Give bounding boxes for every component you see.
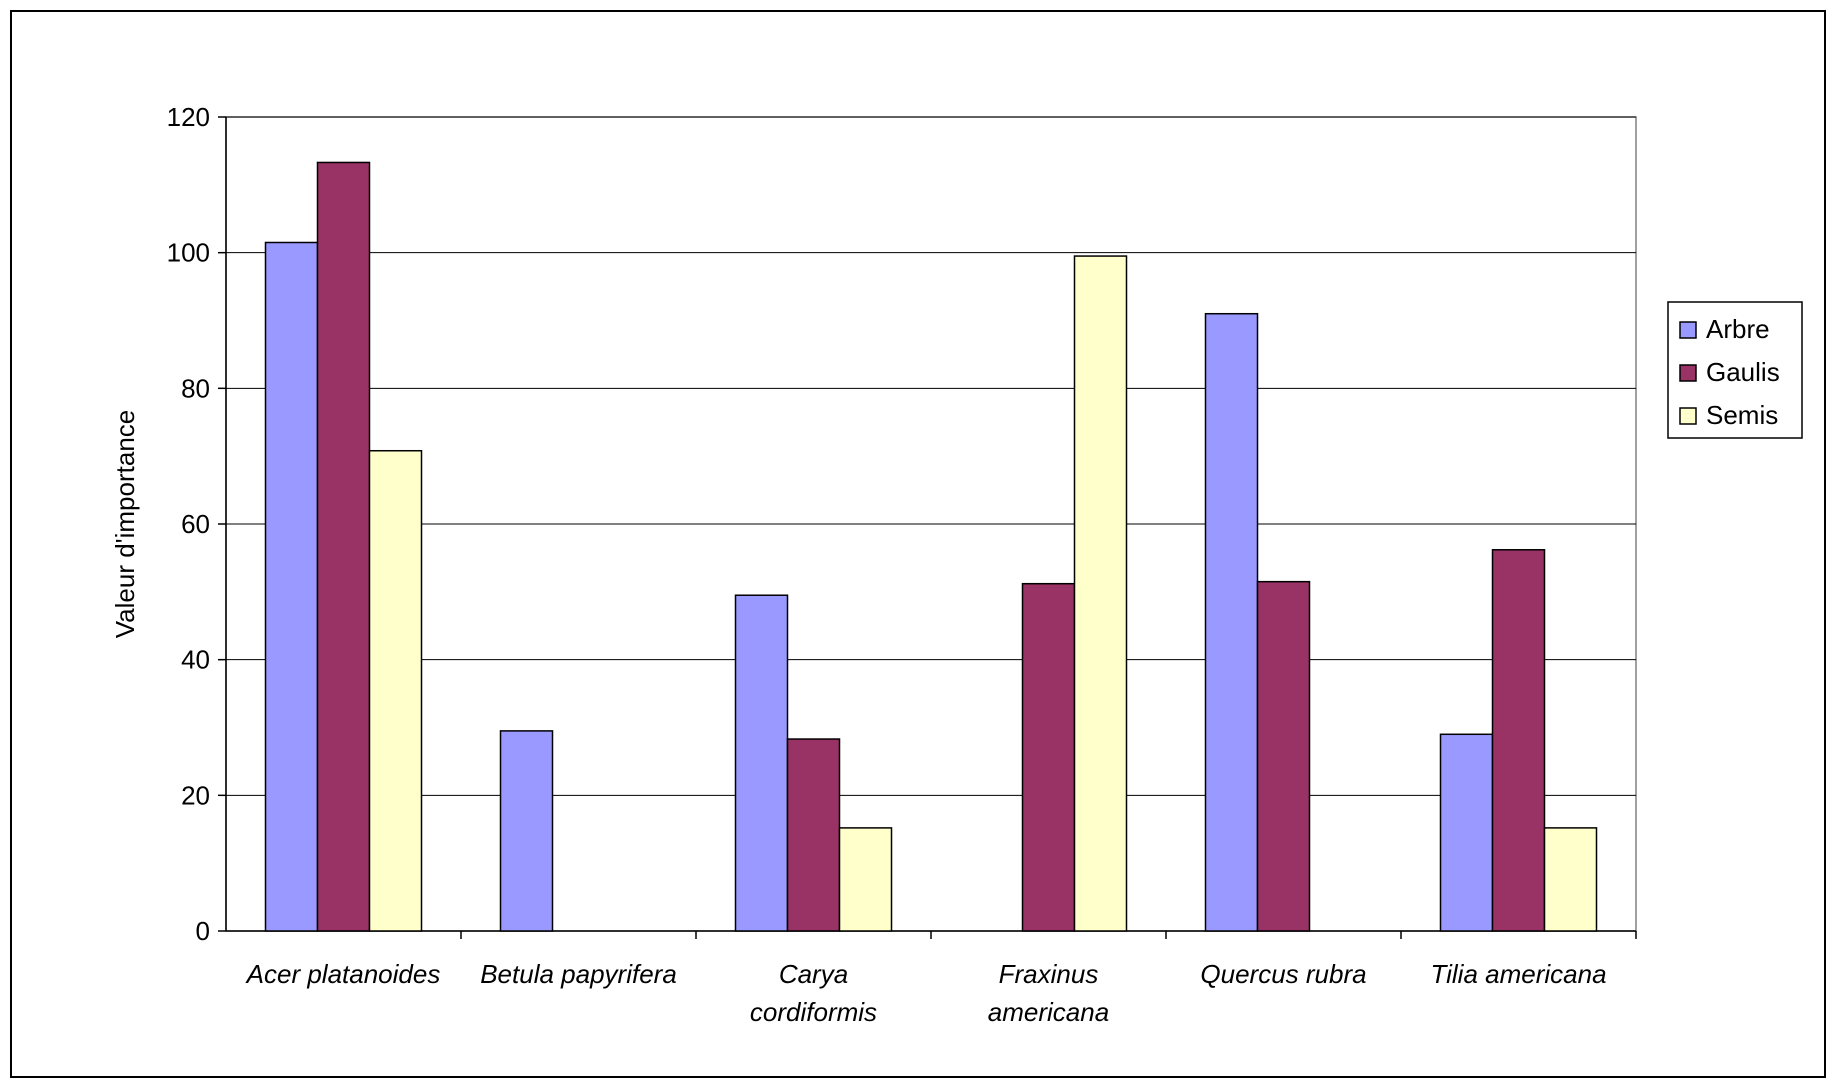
legend-swatch-gaulis <box>1679 364 1697 382</box>
bar-semis-0 <box>368 449 423 932</box>
bar-gaulis-5 <box>1491 549 1546 932</box>
legend-label-arbre: Arbre <box>1706 314 1770 344</box>
y-tick-label: 20 <box>181 780 210 810</box>
x-category-label: Betula papyrifera <box>480 959 677 989</box>
x-category-label: Carya <box>779 959 848 989</box>
x-category-label: Fraxinus <box>999 959 1099 989</box>
y-tick-label: 100 <box>167 238 210 268</box>
y-tick-label: 80 <box>181 373 210 403</box>
legend-label-semis: Semis <box>1706 400 1778 430</box>
legend-swatch-semis <box>1679 407 1697 425</box>
legend-swatch-arbre <box>1679 321 1697 339</box>
bar-semis-3 <box>1073 255 1128 932</box>
legend-label-gaulis: Gaulis <box>1706 357 1780 387</box>
x-category-label: Quercus rubra <box>1200 959 1366 989</box>
bar-arbre-2 <box>734 594 789 932</box>
y-axis-title: Valeur d'importance <box>110 410 140 639</box>
bar-semis-2 <box>838 827 893 932</box>
bar-semis-5 <box>1543 827 1598 932</box>
bar-arbre-4 <box>1204 312 1259 932</box>
x-category-label: Tilia americana <box>1430 959 1606 989</box>
bar-arbre-1 <box>499 730 554 932</box>
y-tick-label: 0 <box>196 916 210 946</box>
x-category-label: Acer platanoides <box>245 959 441 989</box>
bar-gaulis-0 <box>316 161 371 932</box>
bar-gaulis-3 <box>1021 582 1076 932</box>
x-category-label: cordiformis <box>750 997 877 1027</box>
chart-frame: 0 20 40 60 80 100 120 Acer platanoides Betula pa… <box>10 10 1826 1078</box>
bar-gaulis-4 <box>1256 580 1311 932</box>
x-category-label: americana <box>988 997 1109 1027</box>
y-tick-label: 120 <box>167 102 210 132</box>
y-tick-label: 60 <box>181 509 210 539</box>
bar-arbre-0 <box>264 241 319 932</box>
y-tick-label: 40 <box>181 645 210 675</box>
bar-gaulis-2 <box>786 738 841 932</box>
bar-arbre-5 <box>1439 733 1494 932</box>
bar-chart: 0 20 40 60 80 100 120 Acer platanoides Betula pa… <box>110 102 1803 1027</box>
